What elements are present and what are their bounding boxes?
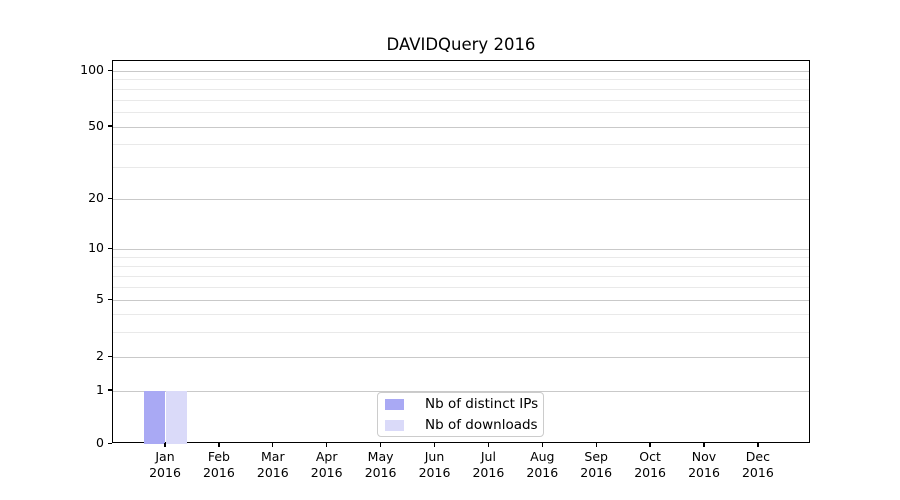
x-tick-year-jun: 2016 <box>418 465 451 480</box>
x-tick-month-sep: Sep <box>584 449 608 464</box>
x-tick-year-oct: 2016 <box>634 465 666 480</box>
x-tick-label-aug: Aug 2016 <box>512 449 572 481</box>
legend: Nb of distinct IPs Nb of downloads <box>377 392 544 437</box>
gridline-minor-70 <box>113 99 809 101</box>
y-tick-20 <box>108 197 112 200</box>
x-tick-mar <box>272 443 274 447</box>
y-tick-label-2: 2 <box>96 348 104 363</box>
x-tick-jan <box>164 443 166 447</box>
gridline-major-50 <box>113 126 809 128</box>
x-tick-label-oct: Oct 2016 <box>620 449 680 481</box>
gridline-minor-7 <box>113 275 809 277</box>
y-tick-label-10: 10 <box>88 240 104 256</box>
y-tick-label-20: 20 <box>88 190 104 206</box>
gridline-minor-8 <box>113 265 809 267</box>
legend-item-nb-of-distinct-ips: Nb of distinct IPs <box>385 396 543 412</box>
gridline-major-5 <box>113 300 809 302</box>
x-tick-month-apr: Apr <box>315 449 338 464</box>
x-tick-label-jan: Jan 2016 <box>135 449 195 481</box>
gridline-major-10 <box>113 249 809 251</box>
x-tick-month-may: May <box>367 449 394 464</box>
y-tick-50 <box>108 125 112 127</box>
x-tick-month-aug: Aug <box>530 449 555 464</box>
bar-nb-of-distinct-ips-jan <box>143 390 166 444</box>
x-tick-month-jun: Jun <box>424 449 445 464</box>
gridline-minor-90 <box>113 79 809 81</box>
x-tick-year-may: 2016 <box>364 465 397 480</box>
x-tick-label-sep: Sep 2016 <box>566 449 626 481</box>
y-tick-100 <box>108 69 112 71</box>
gridline-minor-80 <box>113 88 809 90</box>
y-tick-1 <box>108 389 112 391</box>
x-tick-month-jul: Jul <box>480 449 496 464</box>
x-tick-label-dec: Dec 2016 <box>728 449 788 481</box>
x-tick-month-feb: Feb <box>207 449 230 464</box>
x-tick-year-sep: 2016 <box>580 465 613 480</box>
gridline-minor-60 <box>113 112 809 114</box>
bar-nb-of-downloads-jan <box>165 390 188 444</box>
legend-item-nb-of-downloads: Nb of downloads <box>385 417 543 433</box>
x-tick-month-mar: Mar <box>261 449 285 464</box>
x-tick-month-nov: Nov <box>691 449 717 464</box>
gridline-minor-3 <box>113 331 809 333</box>
x-tick-year-mar: 2016 <box>256 465 289 480</box>
y-tick-10 <box>108 247 112 250</box>
x-tick-year-jan: 2016 <box>149 465 181 480</box>
y-tick-label-5: 5 <box>96 291 104 307</box>
x-tick-oct <box>649 443 651 447</box>
x-tick-aug <box>541 443 543 447</box>
legend-swatch-nb-of-downloads <box>385 419 404 431</box>
gridline-minor-4 <box>113 314 809 316</box>
y-tick-label-100: 100 <box>80 62 104 77</box>
x-tick-jul <box>487 443 490 447</box>
x-tick-jun <box>433 443 436 447</box>
x-tick-apr <box>326 443 328 447</box>
plot-area <box>112 60 810 444</box>
x-tick-month-jan: Jan <box>155 449 175 464</box>
x-tick-year-apr: 2016 <box>310 465 343 480</box>
gridline-minor-30 <box>113 167 809 169</box>
x-tick-label-apr: Apr 2016 <box>297 449 357 481</box>
x-tick-feb <box>218 443 220 447</box>
legend-label-nb-of-distinct-ips: Nb of distinct IPs <box>425 396 539 412</box>
x-tick-year-nov: 2016 <box>688 465 720 480</box>
gridline-major-100 <box>113 71 809 72</box>
gridline-minor-9 <box>113 257 809 259</box>
chart-title: DAVIDQuery 2016 <box>386 35 536 54</box>
y-tick-label-50: 50 <box>88 117 104 133</box>
gridline-major-20 <box>113 199 809 201</box>
x-tick-label-mar: Mar 2016 <box>243 449 303 481</box>
x-tick-label-nov: Nov 2016 <box>674 449 734 481</box>
y-tick-0 <box>108 442 112 444</box>
x-tick-month-dec: Dec <box>745 449 770 464</box>
x-tick-dec <box>757 443 759 447</box>
x-tick-year-dec: 2016 <box>741 465 774 480</box>
y-tick-2 <box>108 355 112 357</box>
x-tick-year-feb: 2016 <box>202 465 235 480</box>
y-tick-label-1: 1 <box>96 381 104 397</box>
x-tick-month-oct: Oct <box>639 449 661 464</box>
legend-swatch-nb-of-distinct-ips <box>385 398 404 410</box>
y-tick-label-0: 0 <box>96 435 104 450</box>
legend-label-nb-of-downloads: Nb of downloads <box>425 417 538 433</box>
x-tick-label-jun: Jun 2016 <box>405 449 465 481</box>
x-tick-nov <box>703 443 705 447</box>
gridline-minor-40 <box>113 144 809 146</box>
x-tick-year-aug: 2016 <box>526 465 559 480</box>
x-tick-sep <box>595 443 597 447</box>
x-tick-label-feb: Feb 2016 <box>189 449 249 481</box>
gridline-major-2 <box>113 357 809 358</box>
y-tick-5 <box>108 298 112 301</box>
x-tick-label-jul: Jul 2016 <box>458 449 518 481</box>
x-tick-year-jul: 2016 <box>472 465 505 480</box>
gridline-minor-6 <box>113 286 809 288</box>
x-tick-label-may: May 2016 <box>351 449 411 481</box>
gridline-major-1 <box>113 390 809 392</box>
x-tick-may <box>379 443 382 447</box>
